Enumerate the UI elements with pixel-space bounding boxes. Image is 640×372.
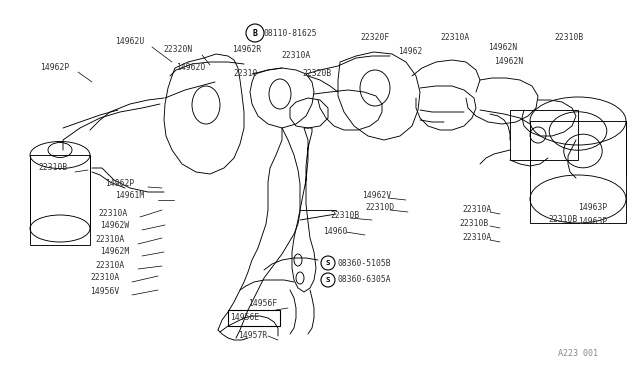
Text: 14963P: 14963P [578, 218, 607, 227]
Bar [228, 310, 280, 326]
Text: 14962O: 14962O [176, 64, 205, 73]
Text: 22310A: 22310A [462, 234, 492, 243]
Text: 14956E: 14956E [230, 314, 259, 323]
Text: 22310B: 22310B [548, 215, 577, 224]
Text: 14962V: 14962V [362, 192, 391, 201]
Text: S: S [326, 277, 330, 283]
Text: 22310A: 22310A [462, 205, 492, 215]
Text: 22310D: 22310D [365, 203, 394, 212]
Text: 22320N: 22320N [163, 45, 192, 55]
Text: 22310A: 22310A [90, 273, 119, 282]
Text: 22310A: 22310A [440, 33, 469, 42]
Text: 22310A: 22310A [95, 260, 124, 269]
Bar [510, 110, 578, 160]
Text: 22310B: 22310B [554, 33, 583, 42]
Text: 14962N: 14962N [488, 44, 517, 52]
Text: 14956F: 14956F [248, 299, 277, 308]
Text: 08360-5105B: 08360-5105B [338, 259, 392, 267]
Text: 14962U: 14962U [115, 38, 144, 46]
Text: B: B [253, 29, 257, 38]
Text: 22310B: 22310B [459, 219, 488, 228]
Text: 14962P: 14962P [105, 179, 134, 187]
Text: 22320B: 22320B [302, 70, 332, 78]
Text: 14956V: 14956V [90, 286, 119, 295]
Text: 22310B: 22310B [38, 164, 67, 173]
Text: 22310A: 22310A [95, 235, 124, 244]
Text: A223 001: A223 001 [558, 349, 598, 358]
Text: 14962P: 14962P [40, 64, 69, 73]
Text: 14962N: 14962N [494, 58, 524, 67]
Text: 22310B: 22310B [330, 212, 359, 221]
Text: 22310: 22310 [233, 68, 257, 77]
Text: 14962: 14962 [398, 48, 422, 57]
Text: 14961M: 14961M [115, 192, 144, 201]
Text: 22320F: 22320F [360, 33, 389, 42]
Text: 14957R: 14957R [238, 331, 268, 340]
Text: 14962M: 14962M [100, 247, 129, 257]
Text: 22310A: 22310A [98, 208, 127, 218]
Text: 14962R: 14962R [232, 45, 261, 55]
Text: 14960: 14960 [323, 227, 348, 235]
Text: 22310A: 22310A [281, 51, 310, 61]
Text: S: S [326, 260, 330, 266]
Text: 08360-6305A: 08360-6305A [338, 276, 392, 285]
Text: 14962W: 14962W [100, 221, 129, 231]
Text: 14963P: 14963P [578, 203, 607, 212]
Text: 08110-81625: 08110-81625 [264, 29, 317, 38]
